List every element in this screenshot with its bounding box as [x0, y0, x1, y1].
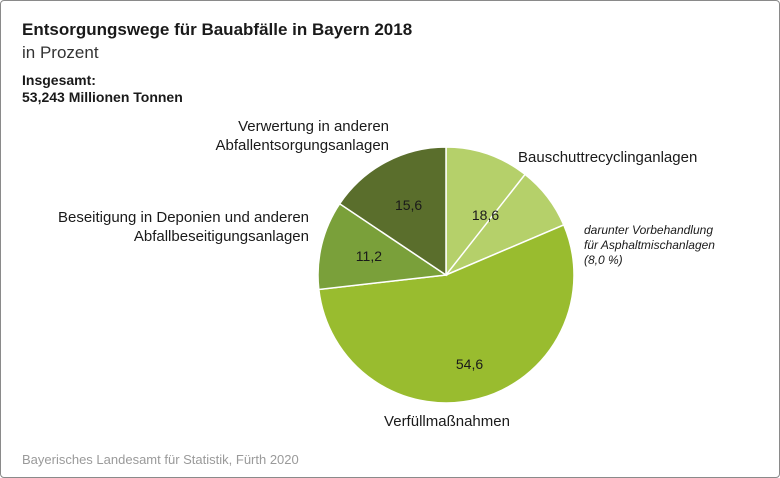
pie-slice-2 — [317, 202, 449, 291]
slice-value-label-0: 18,6 — [472, 207, 499, 223]
total-label: Insgesamt: — [22, 72, 96, 88]
pie-slice-3 — [338, 146, 447, 277]
slice-name-label-2-0: Beseitigung in Deponien und anderen — [58, 209, 309, 226]
slice-name-label-1-0: Verfüllmaßnahmen — [384, 413, 510, 430]
slice-name-label-3-0: Verwertung in anderen — [238, 118, 389, 135]
sub-slice-note-2: (8,0 %) — [584, 253, 623, 267]
slice-name-label-2-1: Abfallbeseitigungsanlagen — [134, 228, 309, 245]
slice-value-label-2: 11,2 — [356, 248, 382, 264]
slice-name-label-3-1: Abfallentsorgungsanlagen — [216, 137, 389, 154]
chart-title: Entsorgungswege für Bauabfälle in Bayern… — [22, 20, 413, 39]
slice-value-label-3: 15,6 — [395, 197, 422, 213]
pie-slice-1 — [317, 223, 575, 404]
sub-slice-note-0: darunter Vorbehandlung — [584, 223, 713, 237]
slice-value-label-1: 54,6 — [456, 356, 483, 372]
sub-slice-note-1: für Asphaltmischanlagen — [584, 238, 715, 252]
chart-subtitle: in Prozent — [22, 43, 99, 62]
total-value: 53,243 Millionen Tonnen — [22, 89, 183, 105]
source-note: Bayerisches Landesamt für Statistik, Für… — [22, 452, 299, 467]
slice-name-label-0-0: Bauschuttrecyclinganlagen — [518, 149, 697, 166]
